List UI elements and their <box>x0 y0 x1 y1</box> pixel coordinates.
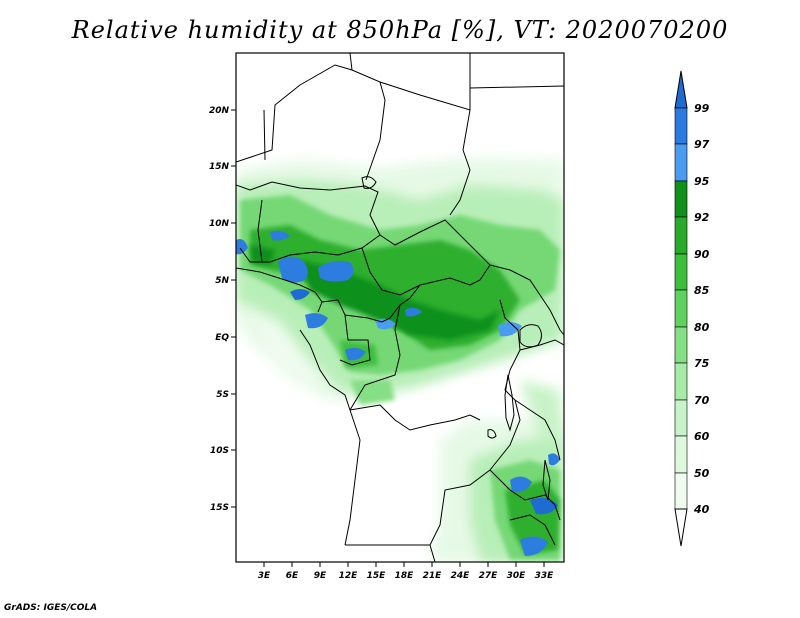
lon-label: 30E <box>507 571 527 581</box>
border-line <box>379 53 471 111</box>
border-line <box>257 199 263 263</box>
colorbar-segment <box>674 216 688 255</box>
border-line <box>389 284 421 319</box>
colorbar-segment <box>674 289 688 328</box>
border-line <box>429 544 436 562</box>
colorbar-segment <box>674 253 688 291</box>
lake-tanganyika <box>504 374 515 432</box>
lon-label: 15E <box>367 571 387 581</box>
colorbar-label: 50 <box>694 467 710 480</box>
border-line <box>349 53 353 71</box>
lake-mweru <box>487 429 497 439</box>
lat-label: 10N <box>209 219 230 229</box>
lon-label: 33E <box>535 571 555 581</box>
colorbar-top-arrow <box>674 70 688 109</box>
colorbar-segment <box>674 362 688 401</box>
lon-label: 27E <box>479 571 499 581</box>
humidity-band-saturated <box>250 245 500 340</box>
map-title: Relative humidity at 850hPa [%], VT: 202… <box>71 16 729 44</box>
lon-label: 6E <box>286 571 299 581</box>
lat-label: 15N <box>209 162 230 172</box>
colorbar-segment <box>674 143 688 182</box>
lon-ticks <box>263 562 545 567</box>
colorbar-label: 97 <box>694 138 710 151</box>
colorbar-bottom-arrow <box>674 508 688 547</box>
colorbar-label: 85 <box>694 284 710 297</box>
colorbar-labels: 99 97 95 92 90 85 80 75 70 60 50 40 <box>693 102 710 516</box>
country-borders <box>236 53 564 562</box>
lake-victoria <box>519 324 542 348</box>
lon-label: 3E <box>258 571 271 581</box>
border-line <box>236 181 381 263</box>
grads-credit: GrADS: IGES/COLA <box>4 603 98 613</box>
lat-label: 10S <box>210 446 229 456</box>
lat-labels: 20N 15N 10N 5N EQ 5S 10S 15S <box>209 106 230 513</box>
border-line <box>321 299 391 323</box>
border-line <box>349 304 401 411</box>
border-line <box>489 469 561 521</box>
colorbar-label: 92 <box>694 211 710 224</box>
colorbar-label: 99 <box>694 102 710 115</box>
colorbar-segment <box>674 180 688 218</box>
colorbar-label: 75 <box>694 357 710 370</box>
lon-label: 21E <box>423 571 443 581</box>
lat-label: 15S <box>210 503 229 513</box>
border-line <box>345 469 491 546</box>
lat-label: EQ <box>215 333 229 343</box>
lon-label: 24E <box>451 571 471 581</box>
colorbar: 99 97 95 92 90 85 80 75 70 60 50 40 <box>674 70 710 547</box>
colorbar-label: 80 <box>694 321 710 334</box>
lat-ticks <box>231 109 236 508</box>
border-line <box>509 514 556 546</box>
border-line <box>361 219 491 296</box>
colorbar-label: 40 <box>693 503 710 516</box>
border-line <box>344 409 361 546</box>
colorbar-segment <box>674 107 688 145</box>
colorbar-segment <box>674 326 688 364</box>
lon-label: 9E <box>314 571 327 581</box>
lat-label: 20N <box>209 106 230 116</box>
border-line <box>236 64 386 181</box>
lat-label: 5S <box>216 390 229 400</box>
lake-malawi <box>542 459 551 501</box>
lon-label: 12E <box>339 571 359 581</box>
colorbar-label: 60 <box>694 430 710 443</box>
colorbar-label: 90 <box>694 248 710 261</box>
border-line <box>489 264 564 336</box>
humidity-band-above-95 <box>236 230 560 556</box>
border-line <box>349 404 481 431</box>
lon-label: 18E <box>395 571 415 581</box>
lake-chad <box>361 176 377 189</box>
colorbar-segment <box>674 399 688 437</box>
map-frame <box>235 52 565 563</box>
colorbar-segment <box>674 472 688 510</box>
colorbar-segment <box>674 435 688 474</box>
colorbar-label: 70 <box>694 394 710 407</box>
border-line <box>449 109 471 216</box>
border-line <box>339 314 371 366</box>
border-line <box>263 109 266 161</box>
border-line <box>514 399 561 461</box>
lat-label: 5N <box>215 276 229 286</box>
humidity-field <box>236 158 564 562</box>
border-line <box>299 329 351 411</box>
colorbar-label: 95 <box>694 175 710 188</box>
border-line <box>519 339 564 351</box>
border-line <box>469 85 564 89</box>
lon-labels: 3E 6E 9E 12E 15E 18E 21E 24E 27E 30E 33E <box>258 571 554 581</box>
